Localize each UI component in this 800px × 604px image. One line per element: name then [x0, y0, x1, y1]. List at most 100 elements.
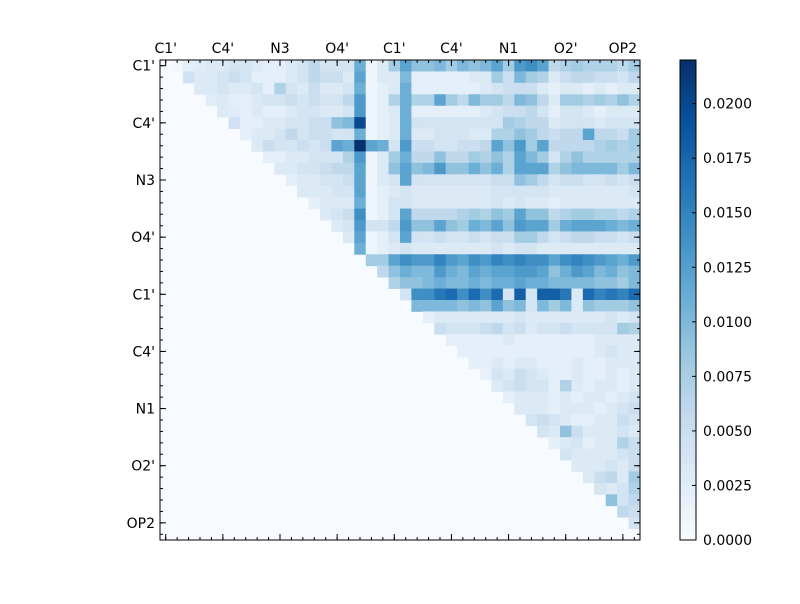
heatmap-cell — [331, 94, 344, 107]
heatmap-cell — [411, 162, 424, 175]
heatmap-cell — [480, 288, 492, 301]
heatmap-cell — [274, 94, 287, 107]
heatmap-cell — [262, 151, 275, 164]
heatmap-cell — [617, 220, 629, 232]
heatmap-cell — [480, 185, 492, 198]
heatmap-cell — [388, 94, 401, 107]
heatmap-cell — [468, 105, 481, 118]
y-tick-label: N1 — [136, 402, 155, 418]
heatmap-cell — [617, 162, 629, 175]
heatmap-cell — [560, 380, 572, 392]
heatmap-cell — [594, 368, 607, 381]
heatmap-cell — [605, 460, 618, 472]
heatmap-cell — [491, 368, 504, 381]
heatmap-cell — [457, 345, 469, 358]
heatmap-cell — [525, 414, 538, 427]
heatmap-cell — [468, 357, 481, 369]
y-tick-label: O2' — [131, 459, 155, 475]
heatmap-cell — [411, 265, 424, 278]
heatmap-cell — [457, 300, 469, 312]
heatmap-cell — [537, 288, 549, 301]
heatmap-cell — [514, 345, 527, 358]
heatmap-cell — [548, 220, 561, 232]
heatmap-cell — [342, 197, 355, 209]
heatmap-cell — [502, 208, 515, 221]
heatmap-cell — [251, 105, 264, 118]
heatmap-cell — [400, 277, 412, 289]
heatmap-cell — [571, 231, 584, 244]
heatmap-cell — [480, 174, 492, 187]
heatmap-cell — [388, 231, 401, 244]
heatmap-cell — [537, 105, 549, 118]
heatmap-cell — [582, 368, 595, 381]
heatmap-cell — [514, 334, 527, 347]
heatmap-cell — [400, 220, 412, 232]
heatmap-cell — [422, 105, 435, 118]
heatmap-cell — [502, 220, 515, 232]
heatmap-cell — [502, 357, 515, 369]
heatmap-cell — [617, 494, 629, 507]
heatmap-cell — [525, 357, 538, 369]
heatmap-cell — [205, 94, 218, 107]
heatmap-cell — [594, 414, 607, 427]
heatmap-cell — [400, 60, 412, 72]
heatmap-cell — [628, 368, 641, 381]
heatmap-cell — [594, 345, 607, 358]
heatmap-cell — [617, 357, 629, 369]
heatmap-cell — [628, 254, 641, 267]
heatmap-cell — [548, 265, 561, 278]
heatmap-cell — [560, 334, 572, 347]
heatmap-cell — [240, 117, 252, 129]
heatmap-cell — [308, 197, 321, 209]
heatmap-cell — [480, 357, 492, 369]
heatmap-cell — [548, 231, 561, 244]
heatmap-cell — [480, 311, 492, 324]
heatmap-cell — [491, 162, 504, 175]
heatmap-cell — [480, 140, 492, 152]
heatmap-cell — [457, 334, 469, 347]
heatmap-cell — [468, 162, 481, 175]
heatmap-cell — [308, 94, 321, 107]
heatmap-cell — [285, 82, 298, 95]
heatmap-cell — [411, 231, 424, 244]
heatmap-cell — [605, 288, 618, 301]
heatmap-cell — [331, 117, 344, 129]
heatmap-cell — [400, 128, 412, 141]
heatmap-cell — [582, 277, 595, 289]
heatmap-cell — [571, 220, 584, 232]
heatmap-cell — [605, 60, 618, 72]
heatmap-cell — [617, 140, 629, 152]
heatmap-cell — [571, 368, 584, 381]
heatmap-cell — [537, 220, 549, 232]
heatmap-cell — [320, 197, 332, 209]
heatmap-cell — [628, 151, 641, 164]
heatmap-cell — [491, 288, 504, 301]
heatmap-cell — [502, 391, 515, 404]
heatmap-cell — [628, 162, 641, 175]
heatmap-cell — [445, 322, 458, 335]
heatmap-cell — [594, 174, 607, 187]
heatmap-cell — [525, 71, 538, 84]
heatmap-cell — [560, 357, 572, 369]
heatmap-cell — [514, 357, 527, 369]
heatmap-cell — [560, 300, 572, 312]
heatmap-cell — [308, 60, 321, 72]
heatmap-cell — [594, 242, 607, 255]
heatmap-cell — [571, 345, 584, 358]
heatmap-cell — [331, 128, 344, 141]
heatmap-cell — [411, 82, 424, 95]
heatmap-cell — [571, 460, 584, 472]
heatmap-cell — [548, 322, 561, 335]
heatmap-cell — [525, 242, 538, 255]
heatmap-cell — [502, 162, 515, 175]
heatmap-cell — [285, 60, 298, 72]
heatmap-cell — [605, 334, 618, 347]
heatmap-cell — [491, 185, 504, 198]
heatmap-cell — [274, 82, 287, 95]
heatmap-cell — [434, 82, 447, 95]
heatmap-cell — [365, 174, 378, 187]
heatmap-cell — [491, 197, 504, 209]
heatmap-cell — [205, 60, 218, 72]
heatmap-cell — [354, 117, 367, 129]
heatmap-cell — [514, 391, 527, 404]
